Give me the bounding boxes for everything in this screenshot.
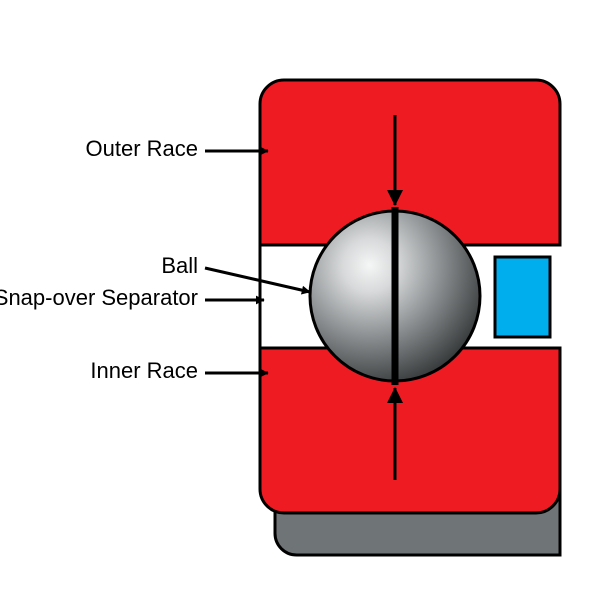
- label-separator: Snap-over Separator: [0, 285, 198, 311]
- diagram-stage: Outer Race Ball Snap-over Separator Inne…: [0, 0, 600, 600]
- label-arrow-ball: [205, 268, 310, 292]
- label-outer-race: Outer Race: [86, 136, 199, 162]
- snap-over-separator: [495, 257, 550, 337]
- label-inner-race: Inner Race: [90, 358, 198, 384]
- label-ball: Ball: [161, 253, 198, 279]
